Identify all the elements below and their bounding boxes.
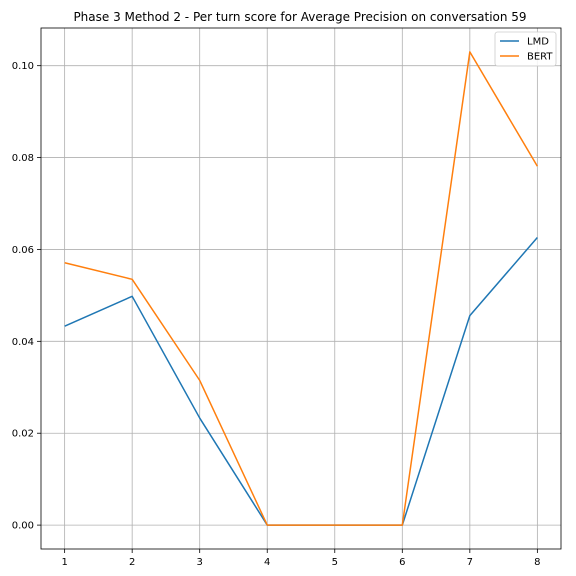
y-tick-label: 0.08: [12, 153, 34, 164]
x-tick-label: 2: [129, 557, 135, 568]
series-lines: [64, 51, 539, 526]
x-tick-label: 8: [534, 557, 540, 568]
y-tick-label: 0.04: [12, 337, 34, 348]
axis-ticks: 1 2 3 4 5 6 7 8 0.00 0.02 0.04 0.06 0.08 0.10: [12, 61, 541, 568]
series-line-lmd: [64, 237, 538, 526]
x-tick-label: 3: [197, 557, 203, 568]
x-tick-label: 1: [61, 557, 67, 568]
x-tick-label: 4: [264, 557, 270, 568]
y-tick-label: 0.06: [12, 245, 34, 256]
x-tick-label: 5: [332, 557, 338, 568]
y-tick-label: 0.02: [12, 429, 34, 440]
y-tick-label: 0.00: [12, 521, 34, 532]
legend: LMD BERT: [494, 31, 557, 67]
legend-label-bert: BERT: [527, 52, 553, 63]
x-tick-label: 6: [399, 557, 405, 568]
grid: [41, 28, 561, 549]
y-tick-label: 0.10: [12, 61, 34, 72]
plot-area-frame: [40, 27, 562, 550]
x-tick-label: 7: [467, 557, 473, 568]
series-line-bert: [64, 51, 539, 526]
legend-label-lmd: LMD: [527, 37, 549, 48]
chart-title: Phase 3 Method 2 - Per turn score for Av…: [73, 10, 526, 24]
